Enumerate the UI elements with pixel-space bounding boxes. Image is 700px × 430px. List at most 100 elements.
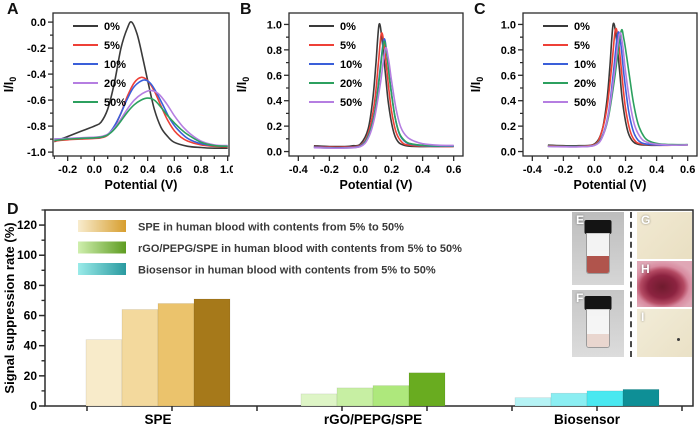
inset-g-label: G <box>641 213 651 227</box>
svg-text:0.0: 0.0 <box>267 147 282 159</box>
svg-text:20%: 20% <box>340 78 362 90</box>
svg-text:5%: 5% <box>340 40 356 52</box>
inset-f-label: F <box>576 291 584 305</box>
panel-b-label: B <box>240 1 252 18</box>
inset-i-label: I <box>641 310 645 324</box>
inset-photo-clear-vial: F <box>572 290 624 357</box>
svg-text:-1.0: -1.0 <box>27 147 46 159</box>
svg-text:Potential (V): Potential (V) <box>340 178 413 192</box>
svg-text:I/I0: I/I0 <box>469 77 485 92</box>
svg-text:0.6: 0.6 <box>446 164 461 176</box>
svg-text:5%: 5% <box>574 40 590 52</box>
svg-text:0.8: 0.8 <box>501 45 516 57</box>
inset-photo-blood-drop: H <box>637 261 692 307</box>
top-row: A -0.2 0.0 0.2 0.4 0.6 0.8 1.0 0.0 -0.2 -0.4 -0.6-… <box>0 0 700 200</box>
svg-text:50%: 50% <box>104 97 126 109</box>
svg-text:0%: 0% <box>340 21 356 33</box>
svg-text:0.0: 0.0 <box>587 164 602 176</box>
svg-text:0.6: 0.6 <box>501 70 516 82</box>
vial-with-blood <box>572 212 624 285</box>
svg-text:50%: 50% <box>574 97 596 109</box>
svg-text:0.4: 0.4 <box>267 96 283 108</box>
svg-text:5%: 5% <box>104 40 120 52</box>
svg-text:-0.2: -0.2 <box>320 164 339 176</box>
inset-photo-blood-vial: E <box>572 212 624 285</box>
svg-text:-0.2: -0.2 <box>58 164 77 176</box>
svg-text:-0.8: -0.8 <box>27 121 46 133</box>
svg-text:0.4: 0.4 <box>501 96 517 108</box>
panel-c-chart: -0.4 -0.2 0.0 0.2 0.4 0.6 0.0 0.2 0.4 0.6 0.8 1.0 Po… <box>467 0 700 200</box>
svg-text:0.6: 0.6 <box>167 164 182 176</box>
svg-text:10%: 10% <box>574 59 596 71</box>
svg-text:-0.4: -0.4 <box>27 69 47 81</box>
svg-text:Potential (V): Potential (V) <box>574 178 647 192</box>
svg-text:10%: 10% <box>340 59 362 71</box>
svg-text:1.0: 1.0 <box>267 19 282 31</box>
svg-text:120: 120 <box>17 218 37 232</box>
svg-text:10%: 10% <box>104 59 126 71</box>
svg-text:0.4: 0.4 <box>415 164 431 176</box>
panel-a: A -0.2 0.0 0.2 0.4 0.6 0.8 1.0 0.0 -0.2 -0.4 -0.6-… <box>0 0 235 200</box>
svg-text:80: 80 <box>24 278 38 292</box>
svg-text:20%: 20% <box>574 78 596 90</box>
svg-text:40: 40 <box>24 339 38 353</box>
svg-text:rGO/PEPG/SPE in human blood wi: rGO/PEPG/SPE in human blood with content… <box>138 243 462 255</box>
svg-text:1.0: 1.0 <box>501 19 516 31</box>
panel-d-label: D <box>7 201 19 218</box>
inset-photo-electrode-after: I <box>637 309 692 357</box>
svg-text:0.0: 0.0 <box>501 147 516 159</box>
svg-text:0.2: 0.2 <box>501 121 516 133</box>
svg-text:-0.2: -0.2 <box>554 164 573 176</box>
svg-text:0.6: 0.6 <box>680 164 695 176</box>
panel-b-chart: -0.4 -0.2 0.0 0.2 0.4 0.6 0.0 0.2 0.4 0.6 0.8 1.0 Po… <box>233 0 467 200</box>
vial-with-clear-liquid <box>572 290 624 357</box>
svg-text:rGO/PEPG/SPE: rGO/PEPG/SPE <box>324 412 422 427</box>
svg-text:50%: 50% <box>340 97 362 109</box>
panel-c-label: C <box>474 1 486 18</box>
inset-dashed-divider <box>630 212 632 357</box>
svg-text:Biosensor in human blood with: Biosensor in human blood with contents f… <box>138 265 436 277</box>
inset-e-label: E <box>576 213 585 227</box>
svg-text:0.4: 0.4 <box>140 164 156 176</box>
svg-text:-0.2: -0.2 <box>27 43 46 55</box>
inset-photo-electrode-before: G <box>637 212 692 259</box>
panel-d-chart: 0 20 40 60 80 100 120 SPE rGO/PEPG/SPE Biosensor S… <box>0 200 700 430</box>
svg-text:0.4: 0.4 <box>649 164 665 176</box>
panel-c: C -0.4 -0.2 0.0 0.2 0.4 0.6 0.0 0.2 0.4 0.6 0.8 1.0… <box>467 0 700 200</box>
panel-a-label: A <box>7 1 19 18</box>
svg-text:0.0: 0.0 <box>31 17 46 29</box>
svg-text:0%: 0% <box>574 21 590 33</box>
svg-text:0.0: 0.0 <box>353 164 368 176</box>
panel-a-chart: -0.2 0.0 0.2 0.4 0.6 0.8 1.0 0.0 -0.2 -0.4 -0.6 -0.… <box>0 0 235 200</box>
svg-text:Signal suppression rate (%): Signal suppression rate (%) <box>2 222 17 393</box>
svg-text:20%: 20% <box>104 78 126 90</box>
svg-text:0.0: 0.0 <box>87 164 102 176</box>
svg-text:0: 0 <box>30 399 37 413</box>
svg-text:-0.4: -0.4 <box>289 164 309 176</box>
inset-h-label: H <box>641 262 650 276</box>
panel-d: D 0 20 40 60 80 100 120 SPE rGO/PEPG/SPE Biosenso… <box>0 200 700 430</box>
svg-text:I/I0: I/I0 <box>2 77 18 92</box>
svg-text:-0.6: -0.6 <box>27 95 46 107</box>
svg-text:20: 20 <box>24 369 38 383</box>
panel-b: B -0.4 -0.2 0.0 0.2 0.4 0.6 0.0 0.2 0.4 0.6 0.8 1.0… <box>233 0 467 200</box>
svg-text:SPE in human blood with conten: SPE in human blood with contents from 5%… <box>138 222 404 234</box>
svg-text:Potential (V): Potential (V) <box>105 178 178 192</box>
svg-text:-0.4: -0.4 <box>523 164 543 176</box>
svg-text:0.8: 0.8 <box>267 45 282 57</box>
svg-text:Biosensor: Biosensor <box>554 412 621 427</box>
svg-text:1.0: 1.0 <box>220 164 233 176</box>
svg-text:SPE: SPE <box>144 412 171 427</box>
svg-text:I/I0: I/I0 <box>235 77 251 92</box>
svg-text:0%: 0% <box>104 21 120 33</box>
svg-text:0.2: 0.2 <box>267 121 282 133</box>
residue-dot <box>677 338 680 341</box>
svg-text:0.6: 0.6 <box>267 70 282 82</box>
svg-text:0.2: 0.2 <box>384 164 399 176</box>
svg-text:0.8: 0.8 <box>193 164 208 176</box>
svg-text:0.2: 0.2 <box>618 164 633 176</box>
svg-text:0.2: 0.2 <box>113 164 128 176</box>
svg-text:100: 100 <box>17 248 37 262</box>
svg-text:60: 60 <box>24 309 38 323</box>
